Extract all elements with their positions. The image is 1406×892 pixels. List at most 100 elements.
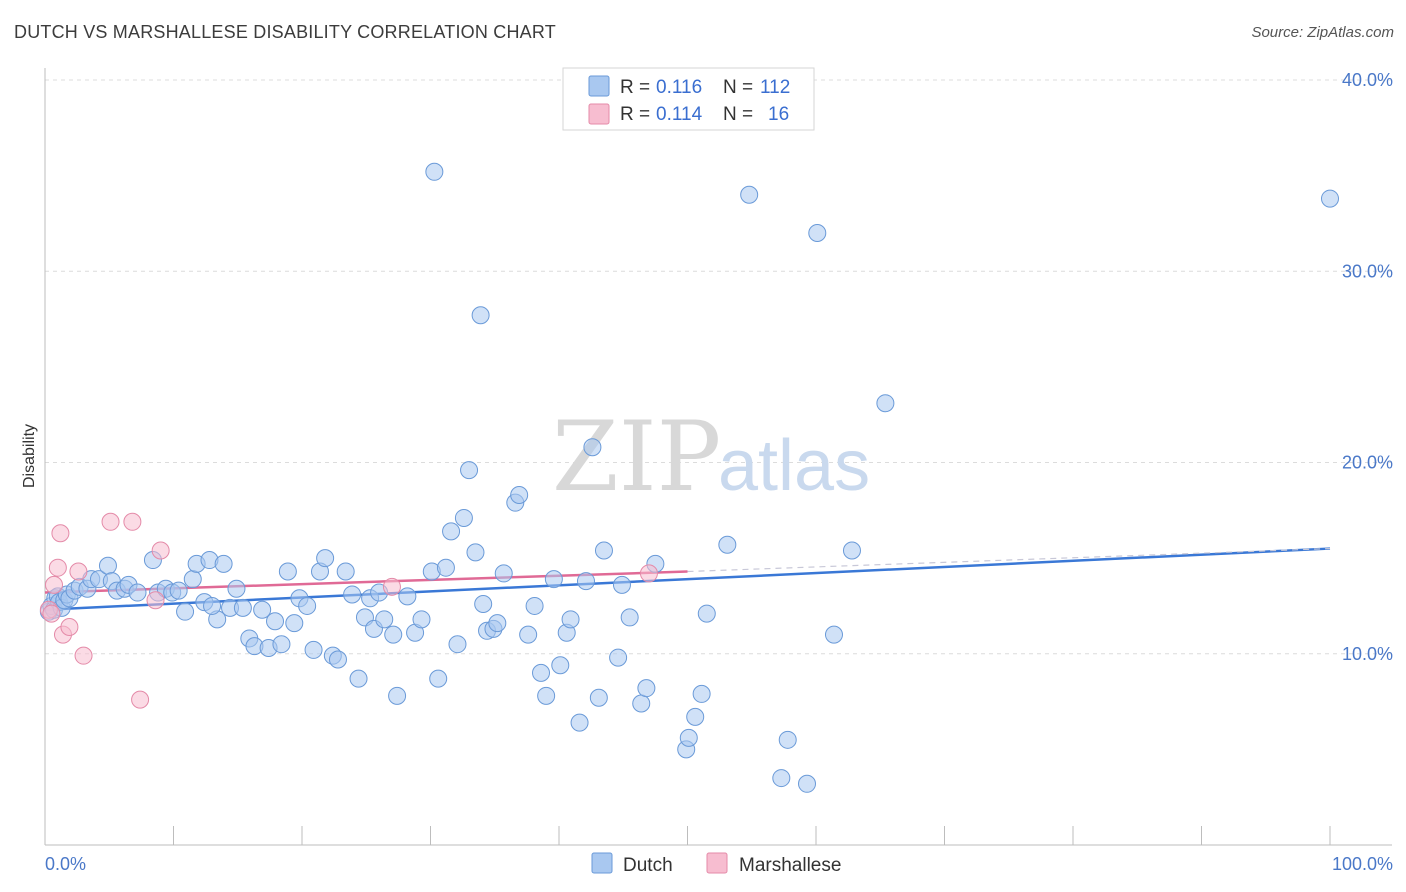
data-point-dutch xyxy=(561,610,580,629)
data-point-dutch xyxy=(388,686,407,705)
y-tick-label: 40.0% xyxy=(1342,70,1393,90)
data-point-dutch xyxy=(798,774,817,793)
data-point-dutch xyxy=(519,625,538,644)
y-tick-label: 20.0% xyxy=(1342,453,1393,473)
data-point-dutch xyxy=(266,612,285,631)
data-point-dutch xyxy=(253,600,272,619)
data-point-dutch xyxy=(494,564,513,583)
data-point-dutch xyxy=(697,604,716,623)
data-point-dutch xyxy=(637,679,656,698)
watermark-zip: ZIP xyxy=(552,401,721,513)
legend-swatch-marshallese xyxy=(588,103,610,125)
data-point-marshallese xyxy=(146,591,165,610)
data-point-marshallese xyxy=(60,617,79,636)
data-point-dutch xyxy=(471,306,490,325)
data-point-dutch xyxy=(576,572,595,591)
data-point-dutch xyxy=(176,602,195,621)
data-point-dutch xyxy=(686,707,705,726)
data-point-dutch xyxy=(632,694,651,713)
data-point-dutch xyxy=(474,595,493,614)
data-point-dutch xyxy=(772,769,791,788)
legend-box: R = 0.116 N = 112 R = 0.114 N = 16 xyxy=(562,67,815,131)
data-point-dutch xyxy=(718,535,737,554)
data-point-dutch xyxy=(328,650,347,669)
data-point-dutch xyxy=(304,640,323,659)
trend-line-marshallese xyxy=(687,547,1331,573)
data-point-dutch xyxy=(183,570,202,589)
data-point-dutch xyxy=(692,684,711,703)
data-point-marshallese xyxy=(44,575,63,594)
data-point-marshallese xyxy=(69,562,88,581)
trend-line-dutch xyxy=(44,547,1331,612)
data-point-dutch xyxy=(227,579,246,598)
data-point-dutch xyxy=(778,730,797,749)
data-point-dutch xyxy=(532,663,551,682)
data-point-dutch xyxy=(398,587,417,606)
data-point-dutch xyxy=(316,549,335,568)
legend-r-label-marshallese: R = xyxy=(620,104,650,125)
legend-r-value-dutch: 0.116 xyxy=(656,77,702,98)
data-point-dutch xyxy=(876,394,895,413)
data-points xyxy=(39,162,1339,793)
data-point-dutch xyxy=(824,625,843,644)
data-point-dutch xyxy=(448,635,467,654)
bottom-legend-swatch-marshallese xyxy=(706,852,728,874)
data-point-dutch xyxy=(336,562,355,581)
data-point-marshallese xyxy=(382,577,401,596)
legend-swatch-dutch xyxy=(588,75,610,97)
x-tick-labels: 0.0% 100.0% xyxy=(45,854,1393,874)
data-point-dutch xyxy=(679,728,698,747)
data-point-dutch xyxy=(349,669,368,688)
data-point-dutch xyxy=(594,541,613,560)
data-point-marshallese xyxy=(101,512,120,531)
data-point-dutch xyxy=(466,543,485,562)
data-point-dutch xyxy=(612,575,631,594)
data-point-dutch xyxy=(454,508,473,527)
bottom-legend-swatch-dutch xyxy=(591,852,613,874)
data-point-dutch xyxy=(808,224,827,242)
grid-lines xyxy=(45,79,1392,655)
bottom-legend-label-dutch: Dutch xyxy=(623,855,673,876)
data-point-dutch xyxy=(570,713,589,732)
data-point-dutch xyxy=(384,625,403,644)
data-point-dutch xyxy=(525,596,544,615)
data-point-dutch xyxy=(285,614,304,633)
y-axis-label: Disability xyxy=(21,424,38,488)
data-point-dutch xyxy=(214,554,233,573)
watermark-atlas: atlas xyxy=(718,426,870,506)
legend-n-label-dutch: N = xyxy=(723,77,753,98)
data-point-dutch xyxy=(169,581,188,600)
data-point-dutch xyxy=(583,438,602,457)
data-point-dutch xyxy=(343,585,362,604)
data-point-dutch xyxy=(278,562,297,581)
bottom-legend-label-marshallese: Marshallese xyxy=(739,855,841,876)
data-point-dutch xyxy=(537,686,556,705)
source-label: Source: ZipAtlas.com xyxy=(1251,24,1394,41)
y-tick-labels: 10.0% 20.0% 30.0% 40.0% xyxy=(1342,70,1393,664)
legend-n-label-marshallese: N = xyxy=(723,104,753,125)
data-point-marshallese xyxy=(48,558,67,577)
data-point-dutch xyxy=(425,162,444,181)
data-point-dutch xyxy=(620,608,639,627)
data-point-dutch xyxy=(98,556,117,575)
data-point-dutch xyxy=(544,570,563,589)
data-point-marshallese xyxy=(74,646,93,665)
data-point-dutch xyxy=(740,185,759,204)
x-tick-label: 0.0% xyxy=(45,854,86,874)
data-point-dutch xyxy=(488,614,507,633)
bottom-legend: Dutch Marshallese xyxy=(591,852,841,876)
data-point-marshallese xyxy=(131,690,150,709)
data-point-dutch xyxy=(1321,189,1339,208)
data-point-dutch xyxy=(460,461,479,480)
data-point-marshallese xyxy=(639,564,658,583)
data-point-marshallese xyxy=(42,604,61,623)
x-tick-label: 100.0% xyxy=(1332,854,1393,874)
watermark: ZIP atlas xyxy=(552,401,870,513)
data-point-dutch xyxy=(510,486,529,505)
legend-r-label-dutch: R = xyxy=(620,77,650,98)
data-point-marshallese xyxy=(123,512,142,531)
data-point-dutch xyxy=(412,610,431,629)
data-point-dutch xyxy=(436,558,455,577)
chart-title: DUTCH VS MARSHALLESE DISABILITY CORRELAT… xyxy=(14,22,556,42)
